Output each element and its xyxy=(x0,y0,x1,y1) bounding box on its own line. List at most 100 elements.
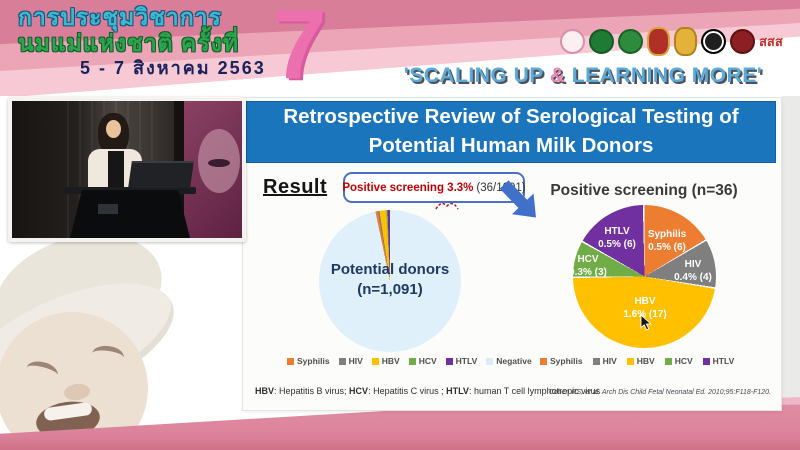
legend-label: Negative xyxy=(496,356,532,366)
callout-pointer xyxy=(435,202,459,210)
slide-title-line1: Retrospective Review of Serological Test… xyxy=(283,105,739,129)
mouse-cursor-icon xyxy=(640,314,652,331)
hcv-swatch-icon xyxy=(664,357,672,365)
result-label: Result xyxy=(263,176,328,198)
presenter-face xyxy=(106,120,121,138)
poster-baby-eye xyxy=(208,159,230,167)
slogan-part2: LEARNING MORE' xyxy=(565,64,763,87)
pie-slice-label-hiv: HIV 0.4% (4) xyxy=(664,259,722,284)
syphilis-swatch-icon xyxy=(540,357,547,365)
footnote-abbr: HBV xyxy=(255,386,275,396)
podium xyxy=(70,190,190,238)
footnote-abbr: HTLV xyxy=(446,386,469,396)
legend-item-htlv: HTLV xyxy=(702,356,735,366)
black-university-seal-logo-icon xyxy=(701,29,726,54)
slide-title: Retrospective Review of Serological Test… xyxy=(283,103,738,160)
event-title-thai-line2: นมแม่แห่งชาติ ครั้งที่ xyxy=(18,29,240,56)
callout-highlight: Positive screening 3.3% xyxy=(342,181,474,194)
legend-item-hbv: HBV xyxy=(371,356,400,366)
potential-donors-line2: (n=1,091) xyxy=(357,281,423,299)
legend-label: HIV xyxy=(348,356,363,366)
hiv-swatch-icon xyxy=(338,357,346,365)
slogan-ampersand: & xyxy=(549,64,566,87)
slice-htlv-value: 0.5% (6) xyxy=(598,238,636,250)
htlv-swatch-icon xyxy=(702,357,710,365)
legend-item-hbv: HBV xyxy=(626,356,655,366)
event-slogan: 'SCALING UP & LEARNING MORE' xyxy=(366,64,800,88)
footnote-def: : human T cell lymphotropic virus xyxy=(468,386,601,396)
pie-title-positive-screening: Positive screening (n=36) xyxy=(550,182,738,199)
legend-item-htlv: HTLV xyxy=(445,356,478,366)
flow-arrow-icon xyxy=(499,180,536,218)
slice-htlv-name: HTLV xyxy=(604,226,630,237)
positive-screening-callout: Positive screening 3.3% (36/1091) xyxy=(342,172,526,203)
laptop xyxy=(128,161,194,188)
pie-slice-label-hcv: HCV 0.3% (3) xyxy=(560,254,616,279)
legend-label: HCV xyxy=(418,356,437,366)
hbv-swatch-icon xyxy=(371,357,379,365)
legend-label: HBV xyxy=(381,356,400,366)
presentation-slide: Retrospective Review of Serological Test… xyxy=(243,98,781,410)
green-medical-seal-logo-2-icon xyxy=(618,29,643,54)
legend-label: HTLV xyxy=(455,356,478,366)
red-gold-royal-emblem-logo-icon xyxy=(647,27,670,56)
slice-hiv-value: 0.4% (4) xyxy=(674,271,712,283)
potential-donors-line1: Potential donors xyxy=(330,261,450,278)
htlv-swatch-icon xyxy=(445,357,453,365)
event-title-thai-line1: การประชุมวิชาการ xyxy=(18,4,222,30)
hiv-swatch-icon xyxy=(592,357,600,365)
negative-swatch-icon xyxy=(486,357,494,365)
podium-screen xyxy=(98,204,118,214)
pie-label-potential-donors: Potential donors (n=1,091) xyxy=(311,260,469,301)
mother-and-child-foundation-logo-icon xyxy=(560,29,585,54)
legend-left: Syphilis HIV HBV HCV HTLV Negative xyxy=(287,356,532,366)
citation: Cohen RS, et al. Arch Dis Child Fetal Ne… xyxy=(548,389,771,396)
presenter-video xyxy=(12,101,242,238)
syphilis-swatch-icon xyxy=(287,357,294,365)
legend-item-hiv: HIV xyxy=(338,356,363,366)
hcv-swatch-icon xyxy=(408,357,416,365)
event-date: 5 - 7 สิงหาคม 2563 xyxy=(80,57,266,78)
legend-label: HCV xyxy=(674,356,693,366)
slide-title-line2: Potential Human Milk Donors xyxy=(368,134,654,157)
slide-title-bar: Retrospective Review of Serological Test… xyxy=(246,101,776,163)
event-title-block: การประชุมวิชาการ นมแม่แห่งชาติ ครั้งที่ … xyxy=(18,4,266,78)
legend-item-syphilis: Syphilis xyxy=(540,356,583,366)
right-edge-strip xyxy=(782,96,800,450)
legend-item-hcv: HCV xyxy=(408,356,437,366)
legend-item-negative: Negative xyxy=(486,356,532,366)
slice-syphilis-value: 0.5% (6) xyxy=(648,241,686,253)
legend-label: HTLV xyxy=(712,356,735,366)
slogan-part1: 'SCALING UP xyxy=(403,64,550,87)
slice-hbv-value: 1.6% (17) xyxy=(623,308,667,320)
legend-item-hiv: HIV xyxy=(592,356,617,366)
legend-item-syphilis: Syphilis xyxy=(287,356,330,366)
sponsor-logo-row: สสส xyxy=(560,27,783,56)
thai-health-promotion-sss-logo-icon: สสส xyxy=(759,34,783,49)
footnote-def: : Hepatitis B virus; xyxy=(274,386,350,396)
event-banner: การประชุมวิชาการ นมแม่แห่งชาติ ครั้งที่ … xyxy=(0,0,800,99)
dark-red-crest-logo-icon xyxy=(730,29,755,54)
slice-hiv-name: HIV xyxy=(684,259,702,270)
pie-slice-label-htlv: HTLV 0.5% (6) xyxy=(588,226,646,251)
gold-royal-emblem-logo-icon xyxy=(674,27,697,56)
legend-label: Syphilis xyxy=(297,356,330,366)
footnote-abbreviations: HBV: Hepatitis B virus; HCV: Hepatitis C… xyxy=(255,386,600,396)
pie-slice-label-hbv: HBV 1.6% (17) xyxy=(615,296,675,321)
slice-hcv-value: 0.3% (3) xyxy=(569,266,607,278)
hbv-swatch-icon xyxy=(626,357,634,365)
green-medical-seal-logo-icon xyxy=(589,29,614,54)
presenter-video-frame xyxy=(8,97,246,242)
slice-hbv-name: HBV xyxy=(634,296,656,307)
pie-chart-potential-donors xyxy=(319,210,461,352)
edition-number: 7 xyxy=(272,0,327,99)
slice-hcv-name: HCV xyxy=(577,254,599,265)
legend-right: Syphilis HIV HBV HCV HTLV xyxy=(540,356,734,366)
footnote-abbr: HCV xyxy=(349,386,369,396)
legend-item-hcv: HCV xyxy=(664,356,693,366)
stage-poster xyxy=(184,101,242,238)
slice-syphilis-name: Syphilis xyxy=(647,229,687,240)
presenter-shirt xyxy=(108,151,124,191)
legend-label: Syphilis xyxy=(550,356,583,366)
